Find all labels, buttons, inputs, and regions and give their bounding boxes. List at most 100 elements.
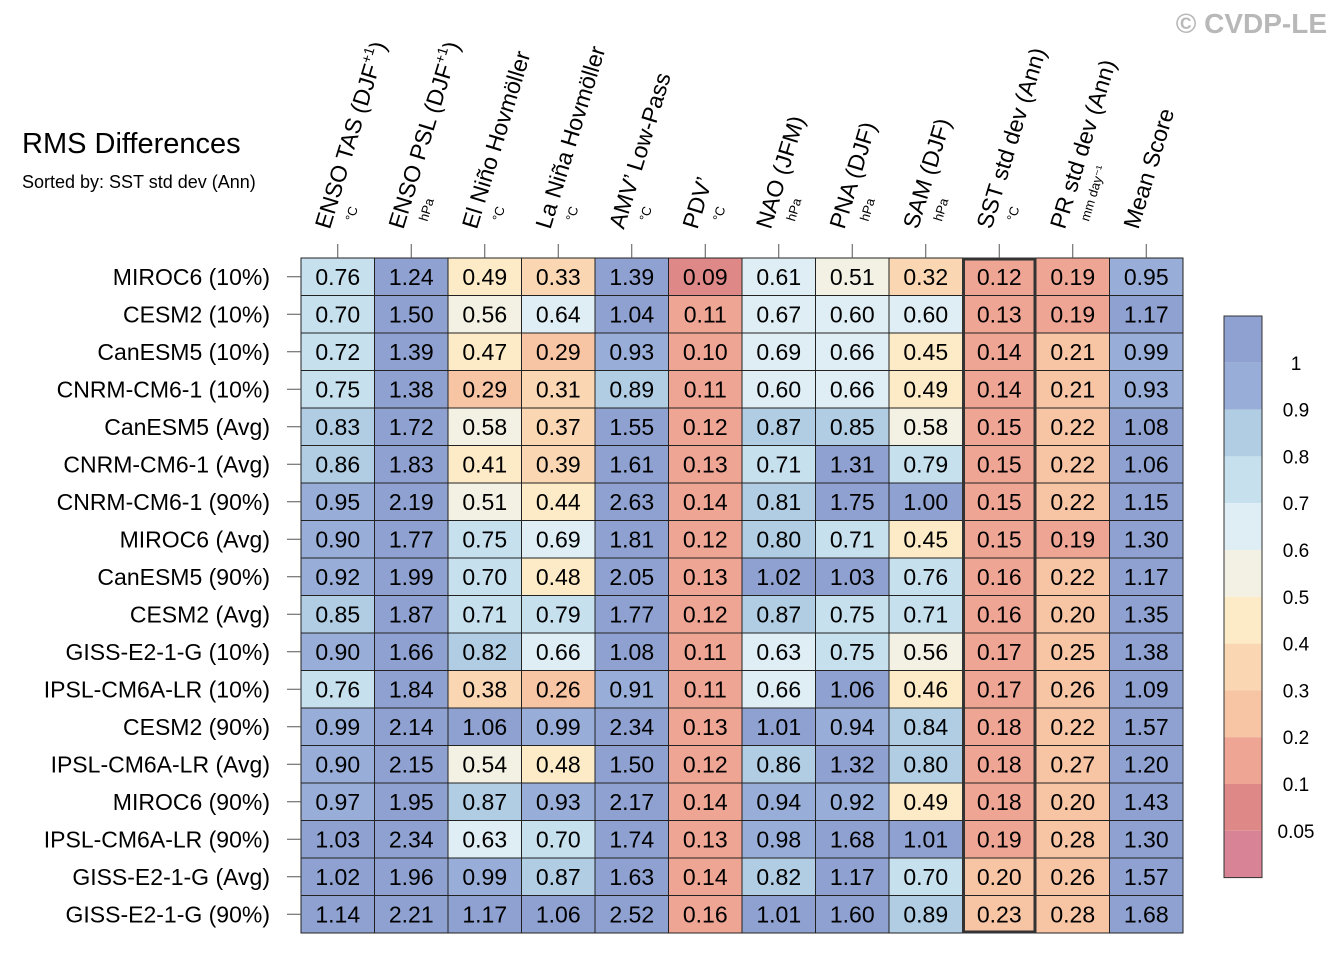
cell-value: 0.15 <box>977 414 1022 440</box>
heatmap-cell <box>594 295 669 334</box>
cell-value: 0.14 <box>683 789 728 815</box>
heatmap-cell <box>594 857 669 896</box>
cell-value: 0.75 <box>830 601 875 627</box>
heatmap-cell <box>300 445 375 484</box>
cell-value: 0.22 <box>1050 451 1095 477</box>
cell-value: 0.76 <box>315 676 360 702</box>
heatmap-cell <box>962 895 1037 934</box>
column-unit: °C <box>342 205 361 223</box>
cell-value: 1.03 <box>830 564 875 590</box>
cell-value: 1.00 <box>903 489 948 515</box>
cell-value: 1.50 <box>609 751 654 777</box>
cell-value: 0.85 <box>315 601 360 627</box>
cell-value: 0.93 <box>1124 376 1169 402</box>
heatmap-cell <box>815 895 890 934</box>
heatmap-cell <box>888 332 963 371</box>
heatmap-cell <box>962 857 1037 896</box>
cell-value: 0.71 <box>756 451 801 477</box>
cell-value: 1.83 <box>389 451 434 477</box>
cell-value: 0.48 <box>536 564 581 590</box>
cell-value: 1.95 <box>389 789 434 815</box>
cell-value: 0.87 <box>756 414 801 440</box>
cell-value: 0.64 <box>536 301 581 327</box>
heatmap-cell <box>741 295 816 334</box>
cell-value: 0.22 <box>1050 489 1095 515</box>
heatmap-cell <box>1035 857 1110 896</box>
row-label: CESM2 (10%) <box>123 301 270 327</box>
heatmap-cell <box>888 857 963 896</box>
cell-value: 0.58 <box>462 414 507 440</box>
heatmap-cell <box>668 632 743 671</box>
cell-value: 0.69 <box>536 526 581 552</box>
heatmap-cell <box>815 745 890 784</box>
cell-value: 1.06 <box>1124 451 1169 477</box>
cell-value: 1.01 <box>756 901 801 927</box>
heatmap-cell <box>447 670 522 709</box>
heatmap-cell <box>741 445 816 484</box>
colorbar-label: 1 <box>1291 354 1302 375</box>
column-unit: hPa <box>857 196 878 223</box>
colorbar-swatch <box>1224 737 1262 784</box>
cell-value: 0.12 <box>977 264 1022 290</box>
row-label: IPSL-CM6A-LR (Avg) <box>51 751 270 777</box>
cell-value: 0.49 <box>903 376 948 402</box>
heatmap-cell <box>594 370 669 409</box>
heatmap-cell <box>594 520 669 559</box>
cell-value: 0.10 <box>683 339 728 365</box>
chart-title: RMS Differences <box>22 128 241 160</box>
cell-value: 0.94 <box>756 789 801 815</box>
heatmap-cell <box>594 407 669 446</box>
heatmap-cell <box>1035 520 1110 559</box>
heatmap-cell <box>1109 707 1184 746</box>
cell-value: 2.17 <box>609 789 654 815</box>
heatmap-cell <box>521 782 596 821</box>
heatmap-cell <box>741 595 816 634</box>
cell-value: 0.22 <box>1050 714 1095 740</box>
colorbar-label: 0.1 <box>1283 775 1309 796</box>
heatmap-cell <box>1035 445 1110 484</box>
cell-value: 0.12 <box>683 414 728 440</box>
heatmap-cell <box>447 707 522 746</box>
cell-value: 0.63 <box>756 639 801 665</box>
cell-value: 0.69 <box>756 339 801 365</box>
column-unit: °C <box>563 205 582 223</box>
cell-value: 0.12 <box>683 751 728 777</box>
cell-value: 2.21 <box>389 901 434 927</box>
cell-value: 1.38 <box>1124 639 1169 665</box>
row-label: CanESM5 (90%) <box>97 564 270 590</box>
cell-value: 0.76 <box>903 564 948 590</box>
heatmap-cell <box>300 407 375 446</box>
heatmap-cell <box>962 557 1037 596</box>
row-label: MIROC6 (Avg) <box>120 526 270 552</box>
row-label: GISS-E2-1-G (10%) <box>66 639 271 665</box>
cell-value: 0.28 <box>1050 826 1095 852</box>
heatmap-cell <box>521 557 596 596</box>
heatmap-cell <box>741 895 816 934</box>
cell-value: 0.17 <box>977 676 1022 702</box>
cell-value: 1.99 <box>389 564 434 590</box>
cell-value: 0.91 <box>609 676 654 702</box>
cell-value: 1.03 <box>315 826 360 852</box>
colorbar-frame <box>1223 315 1263 879</box>
heatmap-cell <box>374 857 449 896</box>
heatmap-cell <box>1109 857 1184 896</box>
cell-value: 0.23 <box>977 901 1022 927</box>
heatmap-cell <box>300 745 375 784</box>
cell-value: 1.15 <box>1124 489 1169 515</box>
cell-value: 1.84 <box>389 676 434 702</box>
cell-value: 1.39 <box>609 264 654 290</box>
heatmap-cell <box>888 707 963 746</box>
cell-value: 0.14 <box>977 376 1022 402</box>
cell-value: 2.19 <box>389 489 434 515</box>
heatmap-cell <box>521 820 596 859</box>
cell-value: 0.20 <box>977 864 1022 890</box>
cell-value: 0.61 <box>756 264 801 290</box>
cell-value: 2.52 <box>609 901 654 927</box>
cell-value: 0.90 <box>315 751 360 777</box>
colorbar-label: 0.2 <box>1283 728 1309 749</box>
cell-value: 0.71 <box>903 601 948 627</box>
heatmap-cell <box>1035 595 1110 634</box>
cell-value: 0.39 <box>536 451 581 477</box>
cell-value: 0.48 <box>536 751 581 777</box>
